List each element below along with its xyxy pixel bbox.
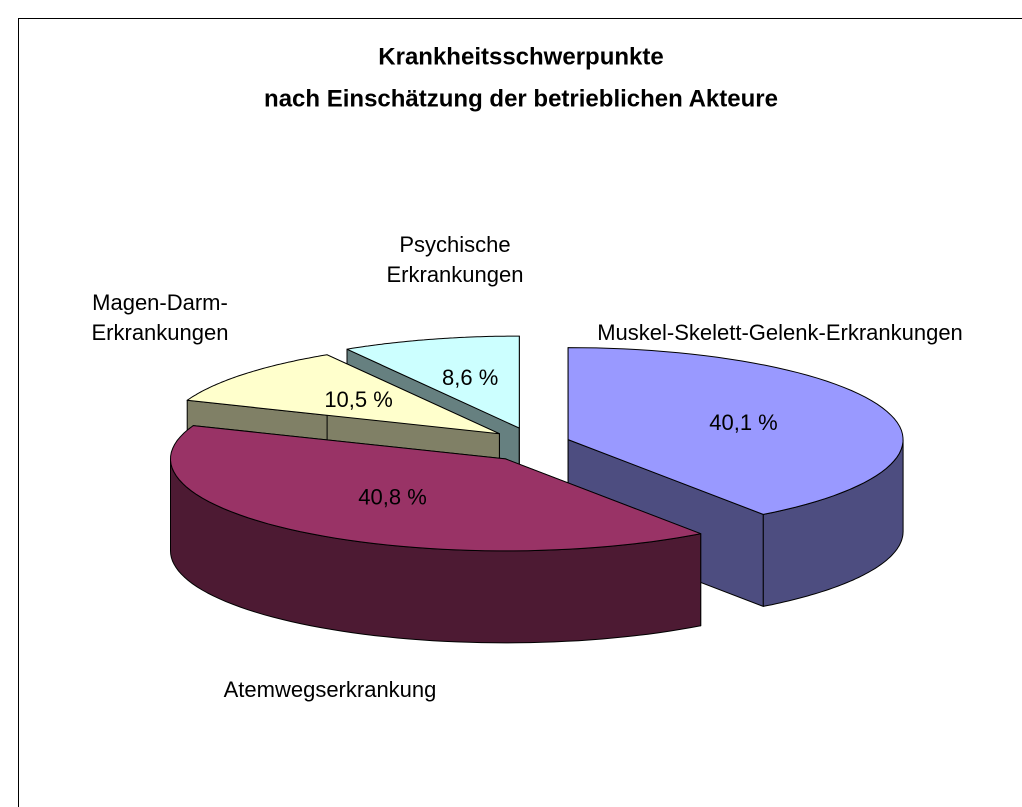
value-label: 40,1 % [709, 410, 778, 435]
value-label: 8,6 % [442, 365, 498, 390]
slice [567, 347, 904, 515]
value-label: 10,5 % [324, 387, 393, 412]
chart-title: Krankheitsschwerpunkte [378, 43, 663, 70]
value-label: 40,8 % [358, 485, 427, 510]
category-label: Muskel-Skelett-Gelenk-Erkrankungen [597, 320, 963, 345]
category-label: Atemwegserkrankung [223, 677, 437, 702]
slice [346, 335, 520, 429]
slice [170, 425, 702, 552]
slice [186, 354, 500, 435]
category-label: Magen-Darm-Erkrankungen [91, 290, 229, 345]
chart-title: nach Einschätzung der betrieblichen Akte… [264, 85, 778, 112]
category-label: Psychische Erkrankungen [386, 232, 524, 287]
